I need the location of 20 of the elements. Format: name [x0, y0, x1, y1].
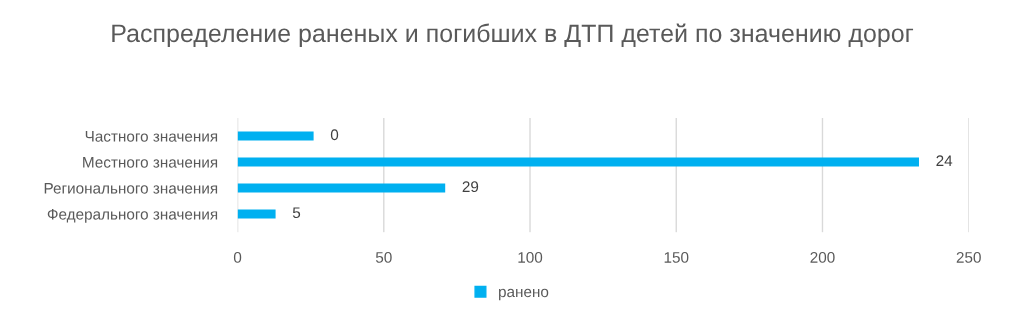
y-tick-label: Частного значения	[85, 131, 218, 142]
x-tick-label: 100	[518, 251, 543, 263]
bar	[237, 209, 276, 219]
x-tick-label: 50	[375, 251, 392, 263]
annotation: 0	[330, 129, 339, 141]
annotation: 29	[462, 181, 479, 193]
y-tick-label: Регионального значения	[44, 183, 218, 194]
bar	[237, 183, 446, 193]
y-tick-label: Местного значения	[83, 157, 218, 168]
bar	[237, 131, 314, 141]
bar	[237, 157, 919, 167]
annotation: 5	[292, 207, 301, 219]
chart-title: Распределение раненых и погибших в ДТП детей по значению дорог	[112, 23, 914, 48]
x-tick-label: 200	[810, 251, 835, 263]
x-tick-label: 0	[233, 251, 242, 263]
x-tick-label: 250	[956, 251, 981, 263]
x-tick-label: 150	[664, 251, 689, 263]
legend-label: ранено	[499, 288, 549, 301]
annotation: 24	[936, 155, 953, 166]
y-tick-label: Федерального значения	[47, 208, 218, 223]
